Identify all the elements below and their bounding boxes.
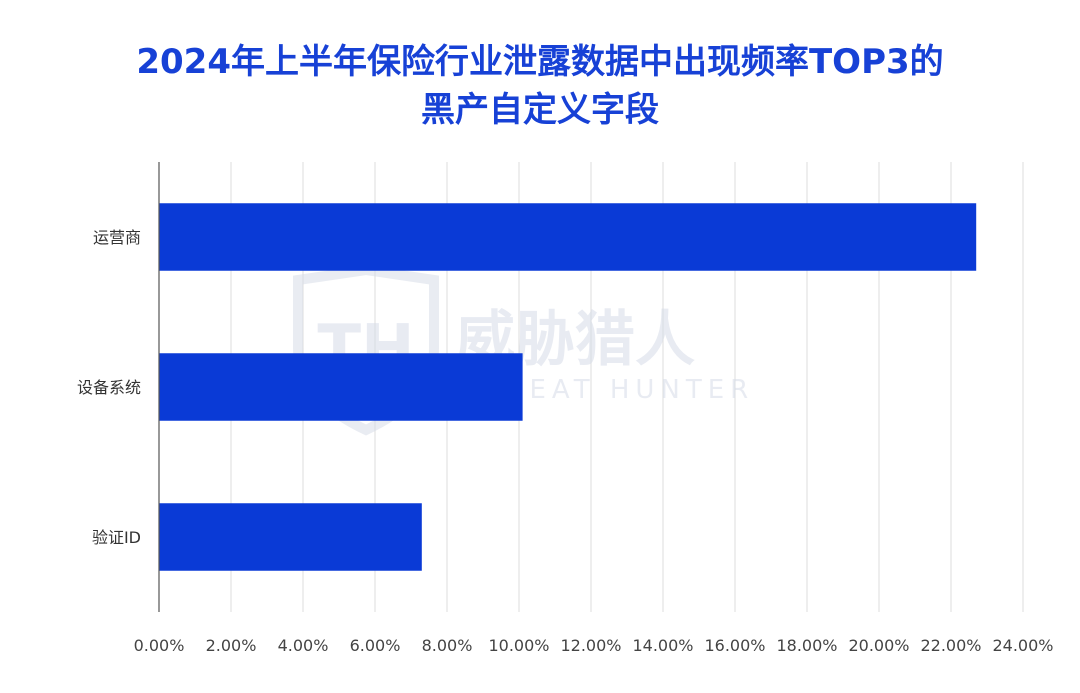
x-tick-label: 2.00%	[206, 636, 257, 655]
category-label: 设备系统	[77, 378, 141, 397]
x-tick-label: 4.00%	[278, 636, 329, 655]
chart-title-line-2: 黑产自定义字段	[421, 90, 659, 130]
bars	[159, 203, 977, 571]
chart-title-line-1: 2024年上半年保险行业泄露数据中出现频率TOP3的	[136, 42, 944, 82]
x-tick-label: 16.00%	[704, 636, 765, 655]
x-tick-label: 8.00%	[422, 636, 473, 655]
x-tick-label: 12.00%	[560, 636, 621, 655]
bar	[159, 503, 422, 571]
x-tick-label: 24.00%	[992, 636, 1053, 655]
category-label: 验证ID	[92, 528, 141, 547]
x-tick-label: 18.00%	[776, 636, 837, 655]
bar	[159, 203, 977, 271]
x-tick-label: 14.00%	[632, 636, 693, 655]
chart-title: 2024年上半年保险行业泄露数据中出现频率TOP3的 黑产自定义字段	[0, 38, 1080, 134]
x-tick-label: 22.00%	[920, 636, 981, 655]
x-tick-label: 6.00%	[350, 636, 401, 655]
x-tick-label: 10.00%	[488, 636, 549, 655]
x-tick-label: 20.00%	[848, 636, 909, 655]
bar	[159, 353, 523, 421]
x-tick-label: 0.00%	[134, 636, 185, 655]
x-tick-labels: 0.00% 2.00% 4.00% 6.00% 8.00% 10.00% 12.00% 14.…	[134, 636, 1054, 655]
category-label: 运营商	[93, 228, 141, 247]
